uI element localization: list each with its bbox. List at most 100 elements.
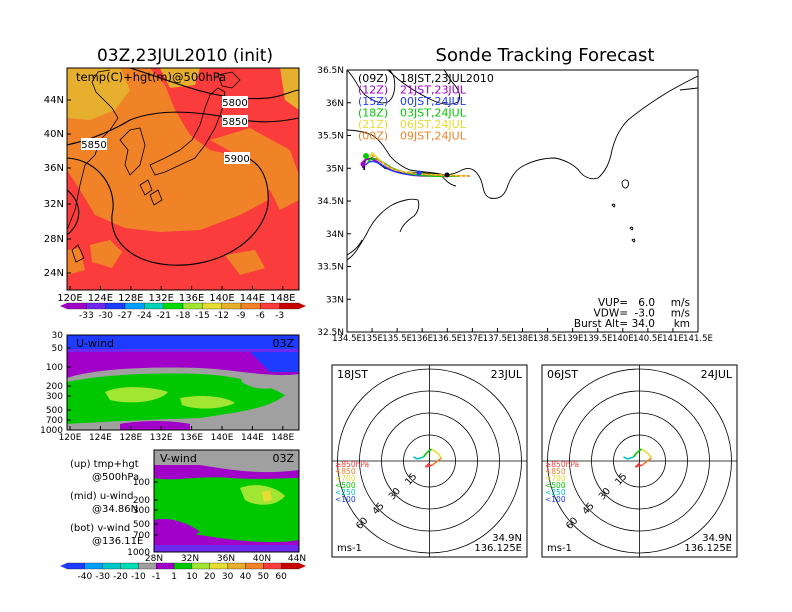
track-lon-label: 134.5E	[332, 334, 362, 344]
wind-colorbar-swatch	[281, 562, 300, 570]
u-wind-panel	[67, 335, 299, 430]
hodograph-trace-segment	[417, 456, 424, 460]
contour-label: 5850	[222, 117, 247, 128]
hodograph-trace-segment	[437, 457, 442, 462]
wind-colorbar-label: 30	[222, 572, 234, 582]
hodograph-lat: 34.9N	[702, 533, 732, 544]
param-label: VUP=	[598, 297, 628, 309]
contour-labels: 5800 5850 5850 5900	[81, 96, 250, 165]
temperature-colorbar-swatch	[105, 302, 126, 310]
right-title: Sonde Tracking Forecast	[436, 45, 655, 66]
hodograph-level-label: <500	[335, 481, 356, 490]
map-variable-label: temp(C)+hgt(m)@500hPa	[76, 70, 226, 84]
hodograph-level-label: ≥850hPa	[335, 460, 369, 469]
track-lat-label: 36N	[326, 99, 344, 109]
track-lon-label: 138.5E	[533, 334, 563, 344]
hodograph-trace-segment	[422, 452, 428, 458]
v-wind-pressure-label: 100	[133, 478, 150, 488]
map-lon-tick-label: 140E	[209, 293, 234, 304]
hodograph-unit: ms-1	[337, 543, 362, 554]
map-lon-tick-label: 128E	[118, 293, 143, 304]
launch-parameters: m/s 6.0 VUP= m/s -3.0 VDW= km 34.0 Burst Alt=	[574, 297, 690, 330]
track-lat-label: 32.5N	[317, 328, 344, 338]
hodograph-level-label: <700	[545, 474, 566, 483]
hodograph-trace-segment	[623, 456, 628, 460]
legend-time: 21JST,23JUL	[400, 84, 467, 97]
wind-colorbar-label: -20	[113, 572, 128, 582]
v-wind-panel	[154, 450, 299, 552]
v-wind-label: V-wind	[160, 452, 197, 465]
left-title: 03Z,23JUL2010 (init)	[97, 46, 273, 66]
hodograph-trace-segment	[632, 452, 638, 458]
track-lon-label: 141.5E	[683, 334, 713, 344]
map-lat-tick-label: 36N	[44, 163, 64, 174]
u-wind-lon-label: 124E	[89, 433, 112, 443]
u-wind-lon-ticks: 120E 124E 128E 132E 136E 140E 144E 148E	[59, 426, 295, 443]
hodograph-unit: ms-1	[547, 543, 572, 554]
legend-time: 18JST,23JUL2010	[400, 72, 494, 85]
wind-colorbar-swatch	[263, 562, 282, 570]
track-lat-label: 33.5N	[317, 263, 344, 273]
temperature-colorbar-swatch	[66, 302, 87, 310]
wind-colorbar-label: 50	[258, 572, 270, 582]
param-label: Burst Alt=	[574, 318, 628, 330]
temperature-colorbar-label: -15	[195, 311, 210, 321]
temperature-colorbar-label: -12	[214, 311, 229, 321]
track-map-frame	[346, 69, 699, 333]
hodograph-level-label: <500	[545, 481, 566, 490]
note-line-1: (bot) v-wind	[70, 523, 130, 534]
v-wind-lat-ticks: 28N 32N 36N 40N 44N	[145, 554, 306, 564]
wind-colorbar	[60, 562, 306, 570]
legend-code: (15Z)	[358, 95, 388, 108]
note-line-1: (up) tmp+hgt	[70, 459, 139, 470]
track-lon-label: 137E	[462, 334, 484, 344]
map-lat-tick-label: 24N	[44, 268, 64, 279]
param-unit: m/s	[671, 297, 690, 309]
hodograph-time: 06JST	[547, 368, 578, 381]
hodograph-trace-segment	[627, 456, 634, 460]
track-lat-label: 34.5N	[317, 197, 344, 207]
hodograph-trace-segment	[636, 448, 642, 454]
map-lon-ticks: 120E 124E 128E 132E 136E 140E 144E 148E	[57, 286, 296, 304]
temperature-colorbar-label: -27	[118, 311, 133, 321]
track-lon-label: 140.5E	[633, 334, 663, 344]
v-wind-pressure-label: 1000	[127, 548, 150, 558]
map-lon-tick-label: 144E	[240, 293, 265, 304]
hodograph-trace-segment	[642, 460, 648, 466]
track-lon-label: 136.5E	[432, 334, 462, 344]
temperature-colorbar-swatch	[86, 302, 106, 310]
colorbar-arrow-right	[299, 563, 306, 569]
track-lat-ticks: 36.5N 36N 35.5N 35N 34.5N 34N 33.5N 33N 32.5N	[317, 66, 351, 338]
temperature-colorbar-swatch	[144, 302, 164, 310]
track-lon-label: 138E	[512, 334, 534, 344]
param-label: VDW=	[594, 308, 628, 320]
track-lat-label: 33N	[326, 295, 344, 305]
hodograph-trace-segment	[431, 448, 438, 454]
temperature-colorbar-label: -21	[156, 311, 171, 321]
track-lat-label: 35.5N	[317, 132, 344, 142]
wind-colorbar-swatch	[156, 562, 175, 570]
param-value: 34.0	[632, 318, 655, 330]
colorbar-arrow-left	[60, 303, 67, 309]
wind-colorbar-labels: -40 -30 -20 -10 -1 1 10 20 30 40 50 60	[77, 572, 287, 582]
wind-colorbar-label: -40	[77, 572, 92, 582]
param-unit: km	[674, 318, 690, 330]
legend-time: 06JST,24JUL	[400, 118, 467, 131]
map-lat-tick-label: 40N	[44, 129, 64, 140]
hodograph-lat: 34.9N	[492, 533, 522, 544]
sonde-tracks	[360, 151, 473, 178]
track-lon-label: 139E	[562, 334, 584, 344]
temperature-colorbar-label: -3	[275, 311, 284, 321]
param-value: 6.0	[638, 297, 655, 309]
temperature-colorbar-label: -9	[237, 311, 246, 321]
wind-colorbar-label: 10	[186, 572, 198, 582]
wind-colorbar-swatch	[84, 562, 103, 570]
hodograph-trace-segment	[641, 448, 648, 454]
hodograph-lon: 136.125E	[684, 543, 732, 554]
v-wind-pressure-label: 700	[133, 531, 150, 541]
u-wind-lon-label: 144E	[241, 433, 264, 443]
map-lat-tick-label: 28N	[44, 234, 64, 245]
